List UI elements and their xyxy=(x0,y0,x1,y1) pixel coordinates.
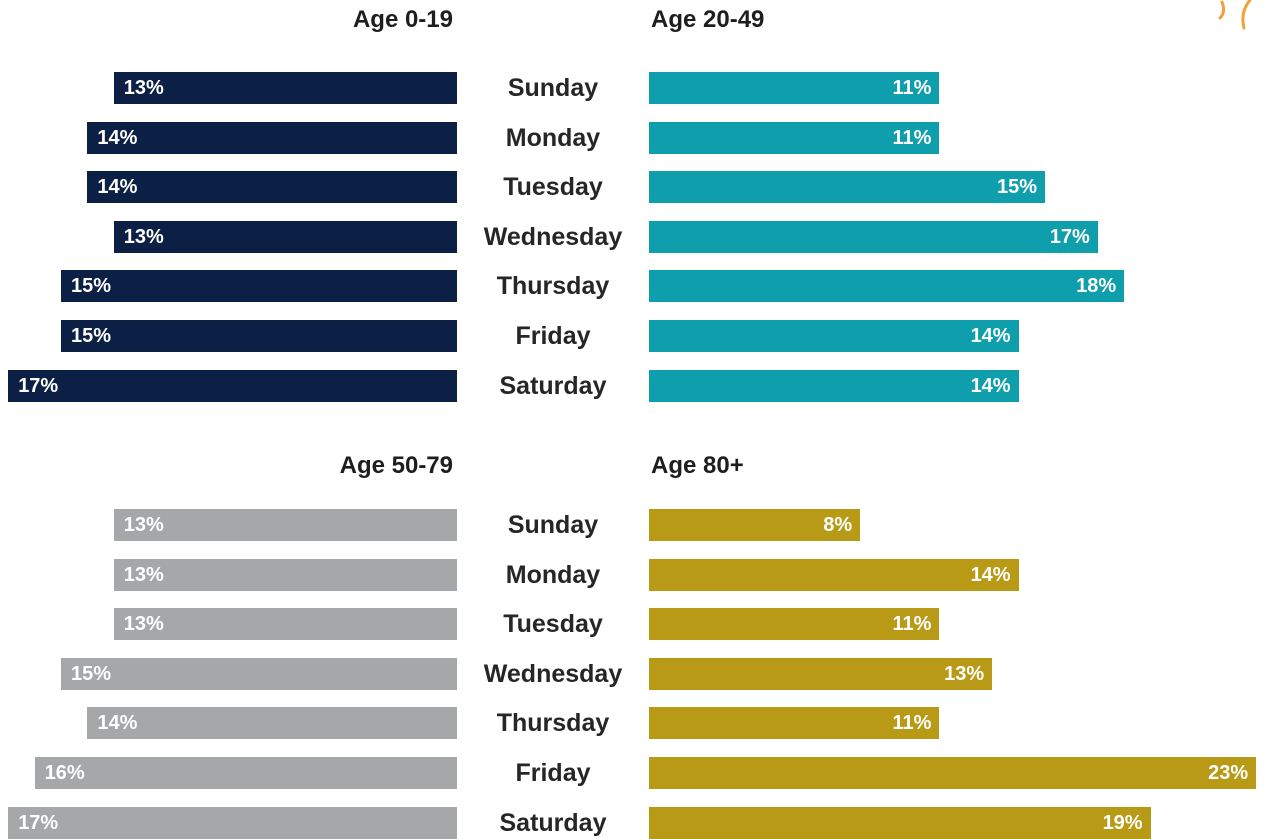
bar-age-20-49-saturday xyxy=(649,369,1019,402)
bar-value-label: 19% xyxy=(1102,811,1143,834)
bar-age-0-19-tuesday xyxy=(87,171,457,204)
bar-value-label: 14% xyxy=(970,374,1011,397)
day-label-sunday: Sunday xyxy=(507,74,599,102)
day-label-friday: Friday xyxy=(515,322,591,350)
bar-value-label: 13% xyxy=(123,225,164,248)
bar-age-80--friday xyxy=(649,757,1257,789)
bar-value-label: 17% xyxy=(18,374,59,397)
bar-age-20-49-monday xyxy=(649,121,940,154)
bar-age-0-19-monday xyxy=(87,121,457,154)
day-label-sunday: Sunday xyxy=(507,511,599,539)
bar-value-label: 11% xyxy=(892,126,932,149)
bar-value-label: 13% xyxy=(123,613,164,636)
day-label-thursday: Thursday xyxy=(496,709,610,738)
bar-age-80--saturday xyxy=(649,806,1151,839)
bar-value-label: 15% xyxy=(71,325,112,347)
bar-value-label: 15% xyxy=(71,662,112,685)
day-label-thursday: Thursday xyxy=(496,272,610,301)
panel-title-age-50-79: Age 50-79 xyxy=(339,452,453,479)
bar-value-label: 15% xyxy=(996,176,1037,199)
bar-age-50-79-wednesday xyxy=(61,657,457,690)
bar-value-label: 15% xyxy=(71,275,112,298)
bar-age-20-49-tuesday xyxy=(649,171,1045,204)
day-label-friday: Friday xyxy=(515,759,591,787)
day-label-wednesday: Wednesday xyxy=(483,659,623,688)
bar-value-label: 13% xyxy=(123,77,164,99)
bar-value-label: 11% xyxy=(892,77,932,99)
bar-age-20-49-sunday xyxy=(649,72,940,104)
day-label-monday: Monday xyxy=(505,560,601,589)
bar-age-20-49-wednesday xyxy=(649,220,1098,253)
bar-age-80--tuesday xyxy=(649,608,940,641)
bar-age-80--thursday xyxy=(649,707,940,740)
bar-age-0-19-friday xyxy=(61,320,457,352)
bar-value-label: 14% xyxy=(97,712,138,735)
bar-value-label: 11% xyxy=(892,712,932,735)
bar-value-label: 13% xyxy=(123,514,164,536)
bar-age-0-19-wednesday xyxy=(113,220,457,253)
day-label-wednesday: Wednesday xyxy=(483,222,623,251)
bar-age-80--monday xyxy=(649,558,1019,591)
panel-title-age-20-49: Age 20-49 xyxy=(651,6,765,33)
bar-age-20-49-thursday xyxy=(649,270,1125,303)
bar-age-50-79-sunday xyxy=(113,509,457,541)
day-label-saturday: Saturday xyxy=(499,808,607,837)
bar-age-0-19-thursday xyxy=(61,270,457,303)
panel-title-age-0-19: Age 0-19 xyxy=(352,6,453,33)
bar-value-label: 14% xyxy=(970,563,1011,586)
bar-value-label: 17% xyxy=(18,811,59,834)
bar-age-80--sunday xyxy=(649,509,861,541)
panel-title-age-80-plus: Age 80+ xyxy=(651,452,744,479)
bar-age-20-49-friday xyxy=(649,320,1019,352)
day-label-tuesday: Tuesday xyxy=(503,173,603,202)
bar-age-80--wednesday xyxy=(649,657,993,690)
bar-value-label: 18% xyxy=(1076,275,1117,298)
bar-age-50-79-tuesday xyxy=(113,608,457,641)
bar-value-label: 14% xyxy=(97,126,138,149)
bar-value-label: 8% xyxy=(823,514,853,536)
bar-age-50-79-friday xyxy=(34,757,457,789)
bar-age-50-79-thursday xyxy=(87,707,457,740)
decorative-swirl-icon xyxy=(1218,0,1252,30)
day-label-tuesday: Tuesday xyxy=(503,610,603,639)
bar-value-label: 13% xyxy=(123,563,164,586)
bar-age-0-19-sunday xyxy=(113,72,457,104)
bar-value-label: 23% xyxy=(1208,762,1249,784)
bar-value-label: 16% xyxy=(44,762,85,784)
day-label-saturday: Saturday xyxy=(499,371,607,400)
bar-value-label: 11% xyxy=(892,613,932,636)
day-label-monday: Monday xyxy=(505,123,601,152)
bar-value-label: 17% xyxy=(1049,225,1090,248)
bar-value-label: 14% xyxy=(97,176,138,199)
bar-age-50-79-saturday xyxy=(8,806,457,839)
bar-value-label: 13% xyxy=(944,662,985,685)
bar-age-50-79-monday xyxy=(113,558,457,591)
bar-value-label: 14% xyxy=(970,325,1011,347)
bar-age-0-19-saturday xyxy=(8,369,457,402)
